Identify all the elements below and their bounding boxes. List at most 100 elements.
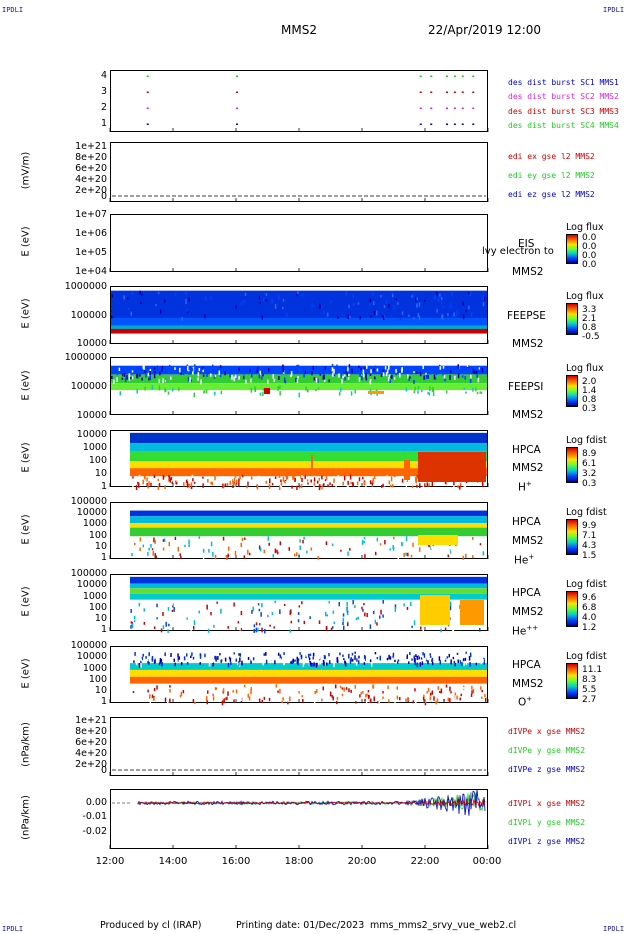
spectrogram-pixel-feepsi — [279, 385, 281, 390]
spectrogram-pixel-hpca-he — [389, 548, 391, 551]
spectrogram-pixel-feepsi — [193, 364, 196, 367]
spectrogram-pixel-hpca-o — [396, 686, 399, 690]
spectrogram-pixel-hpca-h — [258, 479, 261, 483]
spectrogram-pixel-hpca-h — [331, 484, 334, 487]
spectrogram-pixel-feepsi — [381, 372, 384, 376]
spectrogram-pixel-hpca-hepp — [130, 621, 133, 624]
spectrogram-pixel-feepse — [414, 297, 417, 302]
spectrogram-pixel-feepsi — [429, 367, 432, 372]
spectrogram-pixel-feepsi — [197, 372, 200, 377]
spectrogram-pixel-feepsi — [172, 388, 174, 392]
spectrogram-pixel-hpca-o — [372, 684, 374, 689]
spectrogram-pixel-hpca-o — [212, 652, 214, 655]
spectrogram-pixel-hpca-hepp — [165, 621, 167, 627]
spectrogram-pixel-feepse — [278, 295, 280, 300]
spectrogram-pixel-feepse — [393, 305, 395, 310]
spectrogram-pixel-hpca-o — [356, 695, 358, 700]
spectrogram-pixel-feepsi — [111, 372, 113, 375]
spectrogram-pixel-hpca-o — [344, 660, 346, 665]
spectrogram-pixel-hpca-hepp — [380, 609, 382, 615]
spectrogram-pixel-hpca-hepp — [459, 604, 461, 610]
spectrogram-pixel-hpca-o — [423, 700, 425, 703]
spectrogram-pixel-hpca-h — [137, 482, 140, 488]
spectrogram-pixel-hpca-o — [437, 686, 440, 690]
spectrogram-pixel-hpca-o — [197, 686, 199, 690]
spectrogram-pixel-feepse — [348, 304, 350, 309]
panel-title: MMS2 — [512, 409, 544, 421]
spectrogram-pixel-feepse — [462, 314, 465, 320]
spectrogram-pixel-hpca-h — [303, 480, 305, 484]
spectrogram-pixel-hpca-hepp — [297, 612, 300, 615]
spectrogram-pixel-hpca-o — [397, 659, 400, 662]
spectrogram-pixel-feepsi — [295, 378, 297, 383]
ytick: 1e+04 — [75, 266, 107, 277]
spectrogram-pixel-hpca-h — [453, 480, 455, 486]
spectrogram-pixel-hpca-hepp — [173, 607, 175, 612]
burst-marker — [461, 107, 464, 109]
spectrogram-pixel-hpca-o — [204, 653, 206, 658]
panel-title: MMS2 — [512, 606, 544, 618]
spectrogram-pixel-hpca-o — [201, 688, 203, 693]
spectrogram-pixel-hpca-hepp — [216, 601, 218, 604]
spectrogram-pixel-hpca-o — [134, 652, 136, 656]
spectrogram-pixel-feepsi — [359, 373, 361, 377]
spectrogram-pixel-feepsi — [478, 367, 480, 371]
spectrogram-pixel-hpca-hepp — [420, 626, 422, 630]
spectrogram-pixel-feepse — [282, 298, 285, 302]
spectrogram-pixel-hpca-h — [182, 477, 185, 482]
spectrogram-pixel-hpca-h — [233, 481, 235, 486]
spectrogram-pixel-feepse — [439, 293, 441, 297]
spectrogram-pixel-hpca-o — [303, 659, 305, 665]
spectrogram-pixel-feepsi — [238, 376, 240, 380]
spectrogram-pixel-hpca-o — [321, 691, 323, 695]
spectrogram-pixel-hpca-h — [239, 479, 242, 484]
colorbar-title: Log flux — [566, 291, 604, 302]
spectrogram-pixel-hpca-h — [265, 480, 268, 484]
spectrogram-pixel-hpca-he — [148, 547, 150, 551]
spectrogram-pixel-hpca-hepp — [338, 616, 340, 619]
spectrogram-pixel-hpca-h — [423, 484, 426, 488]
spectrogram-pixel-feepse — [442, 305, 445, 309]
spectrogram-pixel-feepsi — [262, 388, 265, 391]
spectrogram-pixel-hpca-he — [339, 551, 341, 555]
spectrogram-pixel-hpca-o — [149, 694, 151, 699]
spectrogram-pixel-hpca-o — [370, 692, 373, 697]
spectrogram-pixel-hpca-o — [454, 662, 456, 667]
spectrogram-pixel-feepse — [381, 315, 384, 318]
spectrogram-pixel-feepsi — [161, 365, 164, 370]
burst-marker — [430, 107, 433, 109]
spectrogram-pixel-hpca-h — [195, 481, 197, 485]
spectrogram-pixel-feepse — [163, 299, 166, 303]
spectrogram-pixel-feepsi — [338, 373, 340, 378]
burst-marker — [461, 123, 464, 125]
spectrogram-pixel-hpca-h — [463, 485, 466, 491]
legend-entry: dIVPe x gse MMS2 — [508, 727, 586, 736]
spectrogram-pixel-hpca-o — [452, 656, 455, 660]
panel-title: MMS2 — [512, 266, 544, 278]
panel-title: MMS2 — [512, 535, 544, 547]
spectrogram-pixel-hpca-h — [325, 475, 328, 480]
spectrogram-pixel-hpca-h — [190, 482, 193, 487]
spectrogram-pixel-feepse — [140, 301, 142, 305]
spectrogram-pixel-hpca-h — [268, 484, 271, 489]
spectrogram-pixel-hpca-o — [227, 662, 230, 668]
colorbar-tick: 9.9 — [582, 521, 597, 531]
spectrogram-pixel-hpca-o — [174, 659, 177, 664]
spectrogram-pixel-hpca-he — [163, 538, 166, 542]
spectrogram-pixel-hpca-hepp — [200, 618, 203, 623]
spectrogram-pixel-hpca-o — [316, 689, 318, 693]
spectrogram-pixel-hpca-o — [447, 697, 450, 702]
spectrogram-pixel-hpca-o — [342, 660, 345, 664]
spectrogram-pixel-hpca-o — [273, 652, 276, 656]
spectrogram-pixel-hpca-h — [195, 484, 197, 487]
spectrogram-pixel-hpca-he — [153, 537, 155, 543]
colorbar — [566, 663, 578, 699]
spectrogram-pixel-feepse — [311, 302, 313, 308]
spectrogram-pixel-hpca-h — [242, 474, 244, 478]
spectrogram-pixel-feepsi — [348, 373, 350, 377]
spectrogram-pixel-hpca-hepp — [346, 601, 348, 607]
spectrogram-pixel-hpca-o — [280, 656, 282, 660]
spectrogram-pixel-hpca-hepp — [172, 620, 174, 624]
spectrogram-pixel-hpca-o — [161, 662, 164, 667]
spectrogram-pixel-feepsi — [445, 390, 448, 394]
